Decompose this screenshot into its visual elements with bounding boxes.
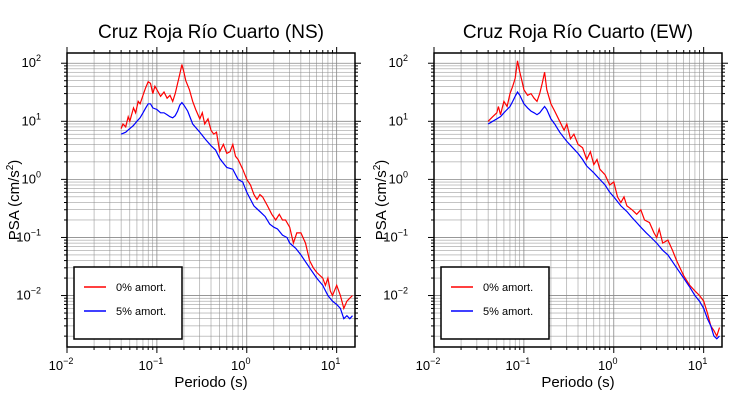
x-tick-label: 101 xyxy=(321,356,340,373)
y-tick-label: 10−2 xyxy=(16,286,41,303)
x-tick-label-exp: −1 xyxy=(520,356,530,366)
y-tick-label-exp: 1 xyxy=(36,111,41,121)
y-axis-label-main: PSA (cm/s xyxy=(373,170,390,240)
legend-label-1: 5% amort. xyxy=(483,306,533,318)
x-tick-label-exp: 1 xyxy=(335,356,340,366)
y-tick-label: 100 xyxy=(22,169,41,186)
plot-frame xyxy=(66,52,356,348)
legend: 0% amort. 5% amort. xyxy=(440,266,550,340)
y-tick-label-exp: −1 xyxy=(31,227,41,237)
legend: 0% amort. 5% amort. xyxy=(73,266,183,340)
y-tick-label: 10−2 xyxy=(383,286,408,303)
x-tick-label: 100 xyxy=(598,356,617,373)
x-axis-label: Periodo (s) xyxy=(174,374,247,391)
x-tick-label-exp: −1 xyxy=(153,356,163,366)
y-tick-label-exp: 0 xyxy=(36,169,41,179)
y-tick-label: 101 xyxy=(389,111,408,128)
legend-label-1: 5% amort. xyxy=(116,306,166,318)
series-line-1 xyxy=(120,101,353,320)
y-axis-label: PSA (cm/s2) xyxy=(5,160,23,241)
x-axis-label: Periodo (s) xyxy=(541,374,614,391)
grid-lines xyxy=(433,53,722,347)
y-axis-label-sup: 2 xyxy=(5,164,16,170)
plot-frame xyxy=(433,52,723,348)
x-tick-label-exp: 1 xyxy=(702,356,707,366)
x-tick-label: 100 xyxy=(231,356,250,373)
y-tick-label: 102 xyxy=(389,53,408,70)
grid-lines xyxy=(66,53,355,347)
series-line-0 xyxy=(120,64,353,311)
chart-title: Cruz Roja Río Cuarto (NS) xyxy=(98,22,324,43)
y-tick-label-exp: 2 xyxy=(36,53,41,63)
y-tick-label: 102 xyxy=(22,53,41,70)
series-line-1 xyxy=(487,90,720,340)
legend-label-0: 0% amort. xyxy=(483,282,533,294)
y-axis-label-close: ) xyxy=(373,160,390,165)
y-tick-label-exp: 2 xyxy=(403,53,408,63)
y-tick-label: 101 xyxy=(22,111,41,128)
y-tick-label-exp: −2 xyxy=(398,286,408,296)
chart-title: Cruz Roja Río Cuarto (EW) xyxy=(463,22,693,43)
x-tick-label: 10−2 xyxy=(49,356,74,373)
x-tick-label: 10−1 xyxy=(139,356,164,373)
legend-box xyxy=(440,266,550,340)
y-tick-label-exp: 1 xyxy=(403,111,408,121)
y-axis-label: PSA (cm/s2) xyxy=(372,160,390,241)
y-axis-label-close: ) xyxy=(6,160,23,165)
x-tick-label-exp: 0 xyxy=(612,356,617,366)
legend-label-0: 0% amort. xyxy=(116,282,166,294)
y-tick-label-exp: 0 xyxy=(403,169,408,179)
y-tick-label-exp: −2 xyxy=(31,286,41,296)
y-tick-label: 100 xyxy=(389,169,408,186)
y-axis-label-main: PSA (cm/s xyxy=(6,170,23,240)
x-tick-label-exp: 0 xyxy=(245,356,250,366)
x-tick-label-exp: −2 xyxy=(63,356,73,366)
x-tick-label: 10−1 xyxy=(506,356,531,373)
x-tick-label: 10−2 xyxy=(416,356,441,373)
y-axis-label-sup: 2 xyxy=(372,164,383,170)
legend-box xyxy=(73,266,183,340)
x-tick-label: 101 xyxy=(688,356,707,373)
x-tick-label-exp: −2 xyxy=(430,356,440,366)
series-line-0 xyxy=(487,60,721,338)
y-tick-label-exp: −1 xyxy=(398,227,408,237)
